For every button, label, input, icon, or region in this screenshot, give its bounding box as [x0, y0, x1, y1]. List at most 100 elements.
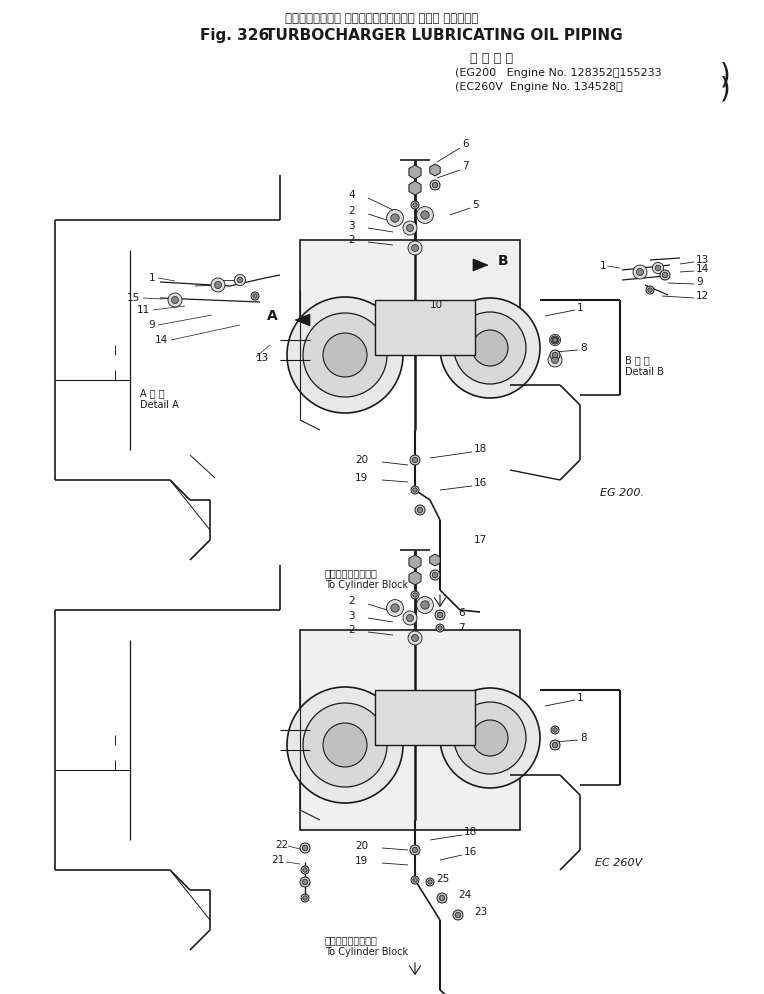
Polygon shape — [473, 259, 488, 271]
Text: EC 260V: EC 260V — [595, 858, 643, 868]
Circle shape — [413, 592, 417, 597]
Circle shape — [411, 486, 419, 494]
Circle shape — [215, 281, 222, 288]
Bar — [300, 630, 520, 830]
Circle shape — [430, 570, 440, 580]
Circle shape — [413, 203, 417, 207]
Circle shape — [235, 274, 245, 285]
Circle shape — [440, 688, 540, 788]
Circle shape — [438, 626, 442, 630]
Text: ターボチャージャ ルーブリケーティング オイル パイピング: ターボチャージャ ルーブリケーティング オイル パイピング — [286, 12, 478, 25]
Circle shape — [403, 611, 417, 625]
Text: A 詳 細: A 詳 細 — [140, 388, 164, 398]
Polygon shape — [409, 181, 421, 195]
Circle shape — [300, 877, 310, 887]
Circle shape — [633, 265, 647, 279]
Text: 4: 4 — [348, 190, 355, 200]
Text: Detail B: Detail B — [625, 367, 664, 377]
Text: 9: 9 — [148, 320, 155, 330]
Text: Detail A: Detail A — [140, 400, 179, 410]
Text: 19: 19 — [354, 473, 368, 483]
Circle shape — [416, 207, 433, 224]
Text: 8: 8 — [580, 733, 587, 743]
Circle shape — [168, 293, 182, 307]
Circle shape — [303, 313, 387, 397]
Text: 6: 6 — [458, 608, 465, 618]
Circle shape — [428, 880, 432, 885]
Text: To Cylinder Block: To Cylinder Block — [325, 947, 408, 957]
Circle shape — [439, 896, 445, 901]
Text: 20: 20 — [354, 841, 368, 851]
Circle shape — [211, 278, 225, 292]
Text: 10: 10 — [430, 300, 443, 310]
Circle shape — [416, 596, 433, 613]
Circle shape — [421, 211, 429, 220]
Text: 7: 7 — [458, 623, 465, 633]
Circle shape — [413, 847, 418, 853]
Circle shape — [323, 333, 367, 377]
Circle shape — [435, 610, 445, 620]
Circle shape — [411, 876, 419, 884]
Text: 12: 12 — [696, 291, 709, 301]
Circle shape — [303, 880, 308, 885]
Circle shape — [436, 624, 444, 632]
Circle shape — [300, 843, 310, 853]
Text: 16: 16 — [474, 478, 487, 488]
Circle shape — [660, 270, 670, 280]
Text: 1: 1 — [600, 261, 606, 271]
Circle shape — [551, 726, 559, 734]
Text: 2: 2 — [348, 596, 355, 606]
Circle shape — [410, 455, 420, 465]
Text: 5: 5 — [472, 200, 478, 210]
Text: 21: 21 — [272, 855, 285, 865]
Circle shape — [413, 878, 417, 883]
Text: 15: 15 — [127, 293, 140, 303]
Text: 9: 9 — [696, 277, 703, 287]
Text: 25: 25 — [436, 874, 449, 884]
Text: 16: 16 — [464, 847, 478, 857]
Text: 2: 2 — [348, 625, 355, 635]
Text: 20: 20 — [354, 455, 368, 465]
Text: 3: 3 — [348, 611, 355, 621]
Text: 19: 19 — [354, 856, 368, 866]
Circle shape — [662, 272, 668, 277]
Text: 18: 18 — [474, 444, 487, 454]
Text: 6: 6 — [462, 139, 468, 149]
Text: 7: 7 — [462, 161, 468, 171]
Bar — [300, 240, 520, 340]
Circle shape — [454, 312, 526, 384]
Circle shape — [472, 720, 508, 756]
Text: 14: 14 — [155, 335, 168, 345]
Circle shape — [421, 600, 429, 609]
Circle shape — [415, 505, 425, 515]
Text: 13: 13 — [696, 255, 709, 265]
Text: (EG200   Engine No. 128352～155233: (EG200 Engine No. 128352～155233 — [455, 68, 662, 78]
Circle shape — [287, 687, 403, 803]
Polygon shape — [409, 555, 421, 569]
Polygon shape — [409, 571, 421, 585]
Circle shape — [437, 893, 447, 903]
Circle shape — [432, 182, 438, 188]
Polygon shape — [430, 164, 440, 176]
Circle shape — [303, 845, 308, 851]
Text: 1: 1 — [148, 273, 155, 283]
Circle shape — [548, 353, 562, 367]
Circle shape — [303, 703, 387, 787]
Circle shape — [410, 845, 420, 855]
Bar — [375, 690, 475, 745]
Circle shape — [301, 866, 309, 874]
Circle shape — [549, 334, 561, 346]
Text: (EC260V  Engine No. 134528～: (EC260V Engine No. 134528～ — [455, 82, 623, 92]
Text: 22: 22 — [275, 840, 288, 850]
Text: 2: 2 — [348, 235, 355, 245]
Text: 17: 17 — [474, 535, 487, 545]
Circle shape — [550, 350, 560, 360]
Text: 11: 11 — [137, 305, 150, 315]
Circle shape — [413, 457, 418, 463]
Circle shape — [426, 878, 434, 886]
Circle shape — [287, 297, 403, 413]
Bar — [375, 300, 475, 355]
Circle shape — [437, 612, 443, 617]
Polygon shape — [430, 554, 440, 566]
Text: 1: 1 — [577, 303, 584, 313]
